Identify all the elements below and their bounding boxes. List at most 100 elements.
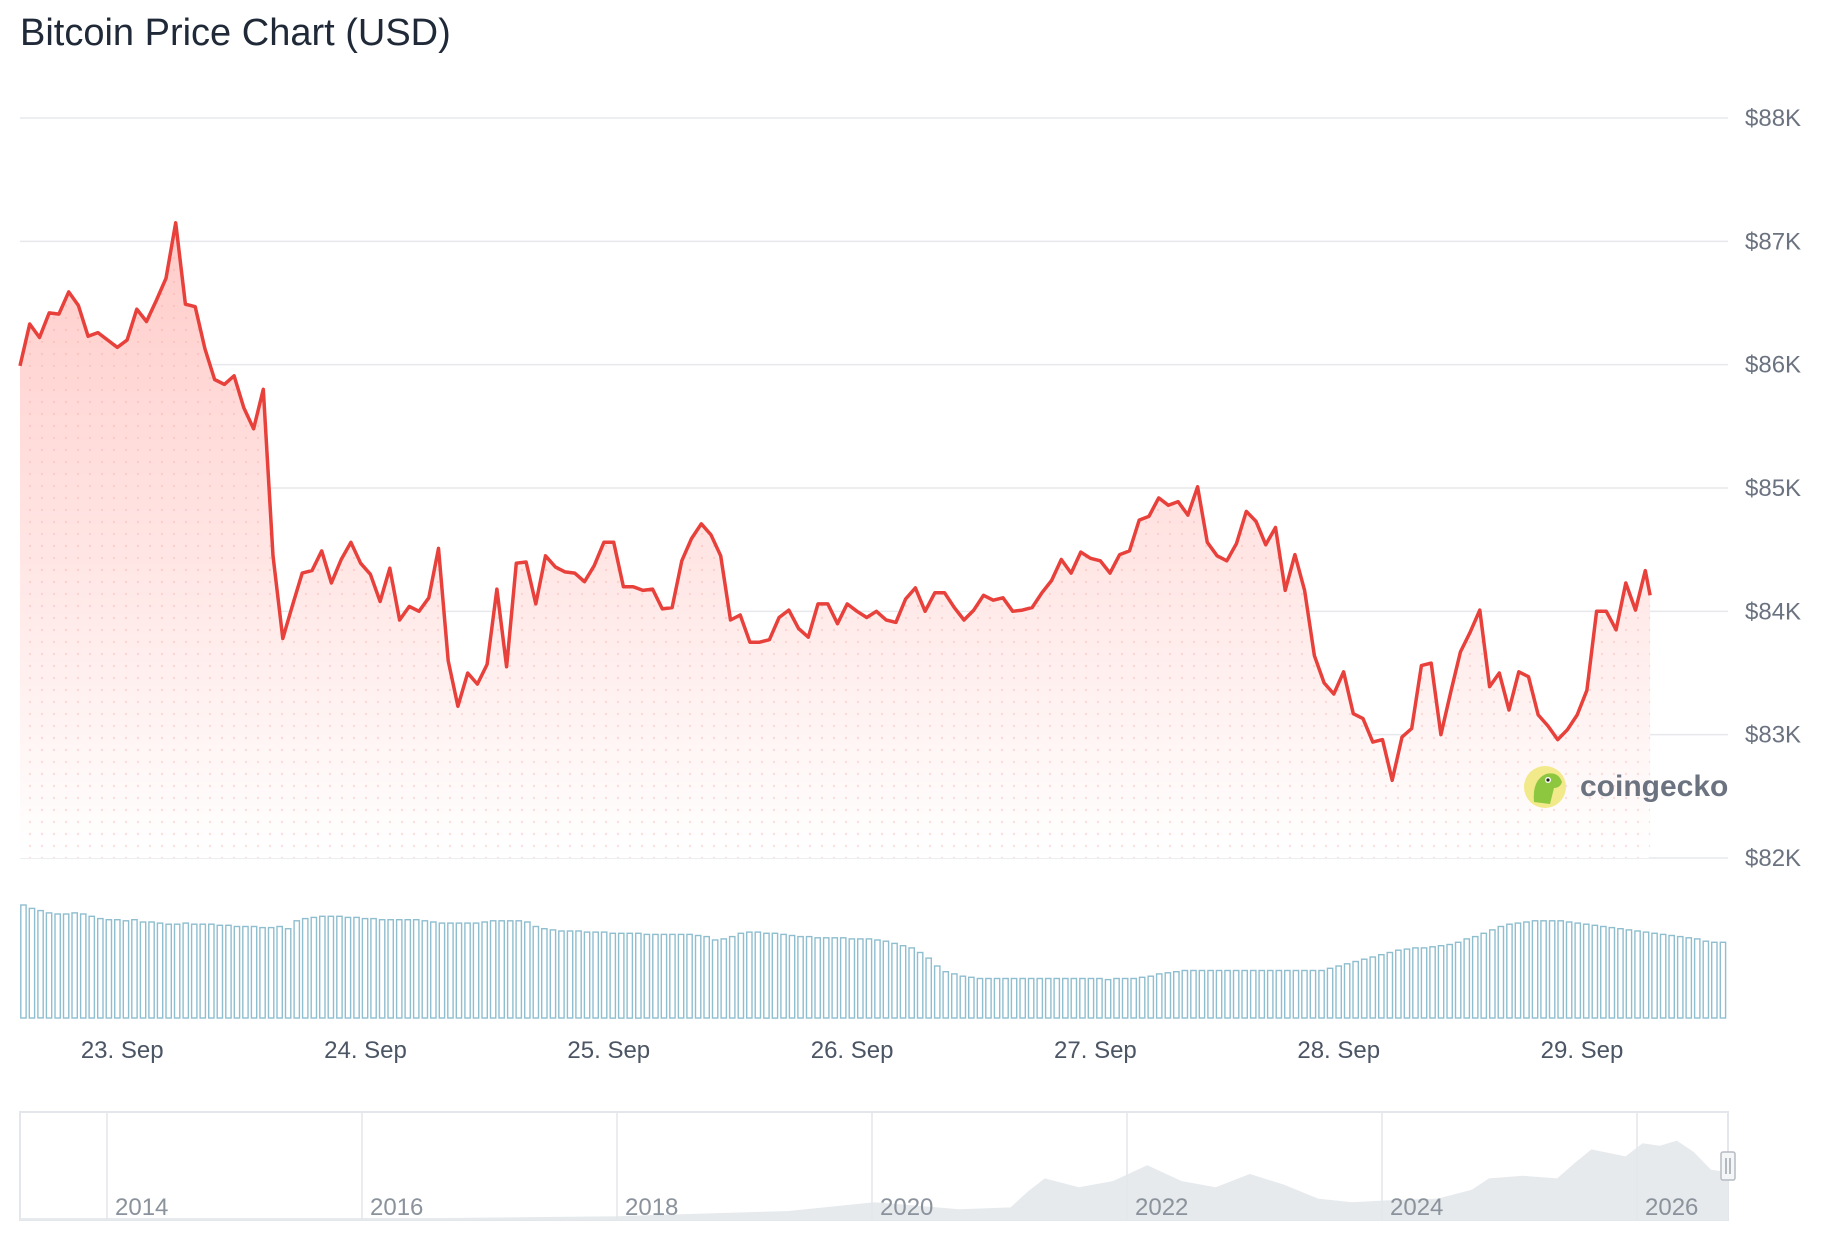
volume-bar [71, 912, 79, 1019]
volume-bar [139, 921, 147, 1019]
volume-bar [1463, 938, 1471, 1019]
volume-bar [908, 947, 916, 1019]
volume-bar [370, 917, 377, 1019]
volume-bar [669, 933, 676, 1019]
volume-bar [1471, 935, 1479, 1019]
volume-bar [430, 921, 437, 1019]
volume-bar [1412, 947, 1419, 1019]
navigator-area [20, 1140, 1728, 1220]
volume-bar [1070, 977, 1078, 1019]
volume-bar [1002, 977, 1009, 1019]
volume-bar [1147, 975, 1155, 1019]
volume-bar [1130, 977, 1138, 1019]
volume-bar [1377, 954, 1385, 1019]
volume-bar [660, 933, 668, 1019]
volume-bar [122, 920, 130, 1019]
volume-bar [1548, 920, 1556, 1019]
volume-bar [575, 930, 582, 1019]
volume-bar [472, 922, 480, 1019]
volume-bar [1275, 969, 1283, 1019]
volume-bar [412, 919, 420, 1019]
volume-bar [293, 920, 301, 1019]
price-series[interactable] [18, 221, 1652, 783]
navigator-handle[interactable] [1720, 1151, 1736, 1181]
volume-bar [1531, 920, 1539, 1019]
volume-bar [464, 922, 471, 1019]
volume-bar [942, 971, 950, 1019]
volume-bar [1394, 949, 1402, 1019]
volume-bar [652, 933, 659, 1019]
price-area-texture [20, 222, 1651, 859]
volume-bar [635, 932, 642, 1019]
volume-bar [310, 916, 318, 1019]
volume-bar [1249, 969, 1257, 1019]
volume-bar [498, 920, 506, 1019]
volume-bar [515, 920, 523, 1019]
volume-bar [891, 942, 898, 1019]
volume-bar [173, 923, 181, 1019]
y-tick-label: $86K [1745, 352, 1801, 379]
volume-bar [1386, 951, 1394, 1019]
volume-bar [233, 925, 241, 1019]
volume-bar [737, 932, 745, 1019]
navigator[interactable]: 2014 2016 2018 2020 2022 2024 2026 [19, 1111, 1736, 1221]
volume-bar [105, 919, 113, 1019]
volume-bar [857, 938, 864, 1019]
volume-bar [686, 933, 693, 1019]
x-tick-label: 25. Sep [567, 1037, 650, 1064]
volume-bar [1668, 934, 1676, 1019]
volume-bar [976, 977, 984, 1019]
navigator-tick-label: 2022 [1135, 1194, 1188, 1221]
price-area [20, 222, 1651, 859]
volume-bar [1599, 925, 1607, 1019]
volume-bar [259, 926, 266, 1019]
x-tick-label: 28. Sep [1297, 1037, 1380, 1064]
volume-bar [1155, 973, 1163, 1019]
volume-bar [1429, 946, 1436, 1019]
volume-bar [600, 931, 608, 1019]
chart-title: Bitcoin Price Chart (USD) [20, 12, 451, 54]
volume-bar [506, 920, 514, 1019]
volume-bar [225, 924, 232, 1019]
volume-bar [336, 915, 343, 1019]
volume-bar [814, 937, 822, 1019]
x-tick-label: 23. Sep [81, 1037, 164, 1064]
navigator-tick-label: 2026 [1645, 1194, 1698, 1221]
volume-bar [831, 937, 839, 1019]
volume-bar [1454, 941, 1462, 1019]
volume-bar [874, 939, 881, 1019]
volume-bar [711, 939, 719, 1019]
volume-bar [925, 957, 933, 1019]
volume-bar [805, 935, 813, 1019]
volume-bar [199, 923, 207, 1019]
price-line[interactable] [18, 221, 1652, 783]
volume-bar [1608, 926, 1616, 1019]
volume-bar [933, 965, 941, 1019]
volume-bar [1309, 969, 1317, 1019]
volume-bar [1642, 931, 1650, 1019]
volume-bar [617, 932, 625, 1019]
volume-bar [276, 925, 284, 1019]
volume-bar [1480, 932, 1488, 1019]
volume-bar [916, 951, 924, 1019]
volume-bar [1198, 969, 1206, 1019]
volume-bar [1634, 930, 1641, 1019]
volume-bar [387, 919, 395, 1019]
volume-bar [1172, 971, 1180, 1019]
volume-bar [1181, 969, 1189, 1019]
volume-bar [1104, 978, 1112, 1019]
y-tick-label: $82K [1745, 845, 1801, 872]
volume-bar [865, 938, 873, 1019]
x-tick-label: 27. Sep [1054, 1037, 1137, 1064]
volume-bar [703, 935, 711, 1019]
volume-bar [558, 930, 565, 1019]
volume-bar [1224, 969, 1231, 1019]
volume-bar [524, 921, 531, 1019]
volume-bar [583, 931, 591, 1019]
volume-bar [1044, 977, 1052, 1019]
volume-bar [993, 977, 1001, 1019]
volume-bar [1019, 977, 1027, 1019]
volume-bar [1710, 941, 1718, 1019]
volume-bar [549, 929, 557, 1019]
